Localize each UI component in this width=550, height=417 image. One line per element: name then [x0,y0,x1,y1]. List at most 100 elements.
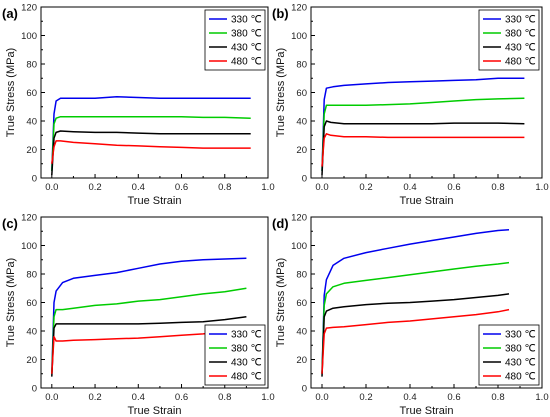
series-line-4 [321,133,525,167]
x-axis-label: True Strain [127,195,181,207]
series-line-4 [321,308,510,374]
y-tick-label: 80 [26,270,37,281]
legend-label: 380 ℃ [231,29,262,40]
chart-panel-a: 0.0 0.2 0.4 0.6 0.8 1.0 0 20 40 60 80 100 120 True St… [2,3,275,208]
y-tick-label: 60 [26,88,37,99]
x-tick-label: 0.4 [403,182,416,193]
y-axis-label: True Stress (MPa) [5,258,17,347]
series-line-2 [51,115,251,171]
panel-label: (a) [2,6,18,21]
panel-label: (d) [272,216,289,231]
panel-label: (c) [2,216,18,231]
legend: 330 ℃ 380 ℃ 430 ℃ 480 ℃ [204,9,266,71]
x-tick-label: 0.8 [218,182,231,193]
y-tick-label: 40 [296,327,307,338]
legend: 330 ℃ 380 ℃ 430 ℃ 480 ℃ [478,324,540,386]
y-axis-label: True Stress (MPa) [5,48,17,137]
x-tick-label: 1.0 [261,182,274,193]
y-tick-label: 120 [21,213,37,224]
chart-panel-b: 0.0 0.2 0.4 0.6 0.8 1.0 0 20 40 60 80 100 120 True St… [272,3,549,208]
y-tick-label: 80 [296,60,307,71]
x-tick-label: 0.2 [88,392,101,403]
y-tick-label: 0 [302,384,307,395]
y-tick-label: 80 [26,60,37,71]
legend-label: 480 ℃ [505,372,536,383]
x-axis-label: True Strain [399,405,453,417]
y-tick-label: 20 [296,355,307,366]
x-tick-label: 0.4 [132,182,145,193]
x-tick-label: 0.2 [359,182,372,193]
y-tick-label: 120 [291,213,307,224]
series-line-1 [321,77,525,171]
x-tick-label: 0.8 [491,392,504,403]
legend-label: 380 ℃ [231,344,262,355]
legend-label: 330 ℃ [505,330,536,341]
y-tick-label: 100 [291,31,307,42]
y-tick-label: 40 [26,117,37,128]
y-tick-label: 40 [296,117,307,128]
legend-label: 480 ℃ [231,372,262,383]
legend-label: 330 ℃ [231,15,262,26]
y-tick-label: 100 [291,241,307,252]
legend-label: 430 ℃ [505,43,536,54]
series-line-3 [51,130,251,176]
legend-label: 380 ℃ [505,29,536,40]
x-tick-label: 1.0 [261,392,274,403]
y-tick-label: 20 [26,145,37,156]
series-line-3 [321,120,525,176]
x-tick-label: 0.6 [175,182,188,193]
series-line-1 [51,96,251,171]
legend-label: 430 ℃ [231,43,262,54]
y-tick-label: 100 [21,241,37,252]
x-tick-label: 0.0 [315,182,328,193]
series-line-1 [51,257,247,374]
series-line-4 [51,328,247,374]
x-tick-label: 0.6 [447,392,460,403]
y-tick-label: 40 [26,327,37,338]
x-axis-label: True Strain [127,405,181,417]
panel-label: (b) [272,6,289,21]
y-tick-label: 0 [32,174,37,185]
y-axis-label: True Stress (MPa) [275,258,287,347]
x-tick-label: 0.6 [175,392,188,403]
y-tick-label: 20 [296,145,307,156]
legend-label: 430 ℃ [505,358,536,369]
legend: 330 ℃ 380 ℃ 430 ℃ 480 ℃ [478,9,540,71]
x-tick-label: 1.0 [535,182,548,193]
chart-panel-c: 0.0 0.2 0.4 0.6 0.8 1.0 0 20 40 60 80 100 120 True St… [2,213,275,417]
y-tick-label: 100 [21,31,37,42]
series-line-2 [321,97,525,171]
y-tick-label: 120 [21,3,37,14]
x-tick-label: 0.8 [491,182,504,193]
legend-label: 330 ℃ [231,330,262,341]
y-axis-label: True Stress (MPa) [275,48,287,137]
series-line-1 [321,229,510,374]
x-axis-label: True Strain [399,195,453,207]
y-tick-label: 20 [26,355,37,366]
legend-box [478,9,540,71]
legend-label: 480 ℃ [505,57,536,68]
legend: 330 ℃ 380 ℃ 430 ℃ 480 ℃ [204,324,266,386]
x-tick-label: 0.2 [359,392,372,403]
series-line-2 [51,287,247,374]
y-tick-label: 0 [32,384,37,395]
x-tick-label: 0.2 [88,182,101,193]
y-tick-label: 0 [302,174,307,185]
y-tick-label: 60 [296,88,307,99]
legend-label: 480 ℃ [231,57,262,68]
series-line-4 [51,140,251,164]
series-line-3 [51,316,247,377]
x-tick-label: 0.0 [45,182,58,193]
chart-panel-d: 0.0 0.2 0.4 0.6 0.8 1.0 0 20 40 60 80 100 120 True St… [272,213,549,417]
y-tick-label: 60 [296,298,307,309]
y-tick-label: 60 [26,298,37,309]
legend-label: 330 ℃ [505,15,536,26]
legend-box [204,9,266,71]
legend-box [478,324,540,386]
x-tick-label: 0.0 [45,392,58,403]
y-tick-label: 80 [296,270,307,281]
x-tick-label: 0.4 [403,392,416,403]
x-tick-label: 1.0 [535,392,548,403]
legend-label: 430 ℃ [231,358,262,369]
